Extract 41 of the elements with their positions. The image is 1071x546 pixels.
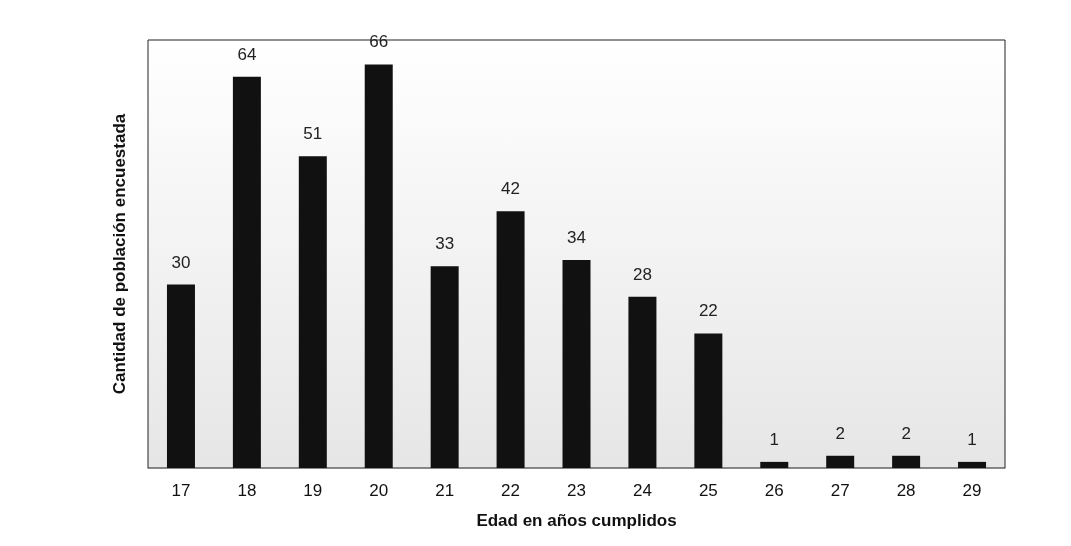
x-tick-label: 27 [830,481,850,500]
x-tick-label: 25 [698,481,718,500]
bar [760,461,789,468]
bar [298,156,327,468]
data-label: 30 [171,252,191,272]
x-tick-label: 20 [369,481,389,500]
data-label: 2 [901,423,911,443]
x-axis-title: Edad en años cumplidos [476,511,677,530]
data-label: 22 [698,301,718,321]
bar [562,260,591,468]
x-tick-label: 28 [896,481,916,500]
bar [166,284,195,468]
x-tick-label: 21 [435,481,455,500]
x-tick-label: 29 [962,481,982,500]
data-label: 51 [303,124,323,144]
data-label: 28 [632,264,652,284]
bar [694,333,723,468]
y-axis-title: Cantidad de población encuestada [110,113,129,395]
x-tick-label: 19 [303,481,323,500]
data-label: 66 [369,32,389,52]
data-label: 42 [501,179,521,199]
data-label: 1 [769,429,779,449]
data-label: 34 [567,228,586,248]
bar [892,455,921,468]
x-tick-label: 18 [237,481,257,500]
bar [232,76,261,468]
bar [628,296,657,468]
data-label: 64 [237,44,257,64]
bar [958,461,987,468]
data-label: 33 [435,234,455,254]
x-tick-label: 26 [764,481,784,500]
bar [826,455,855,468]
data-label: 2 [835,423,845,443]
x-tick-label: 17 [171,481,191,500]
bar [496,211,525,468]
bar [430,266,459,468]
x-tick-label: 22 [501,481,521,500]
data-label: 1 [967,429,977,449]
x-tick-label: 23 [567,481,586,500]
x-tick-label: 24 [632,481,652,500]
bar [364,64,393,468]
